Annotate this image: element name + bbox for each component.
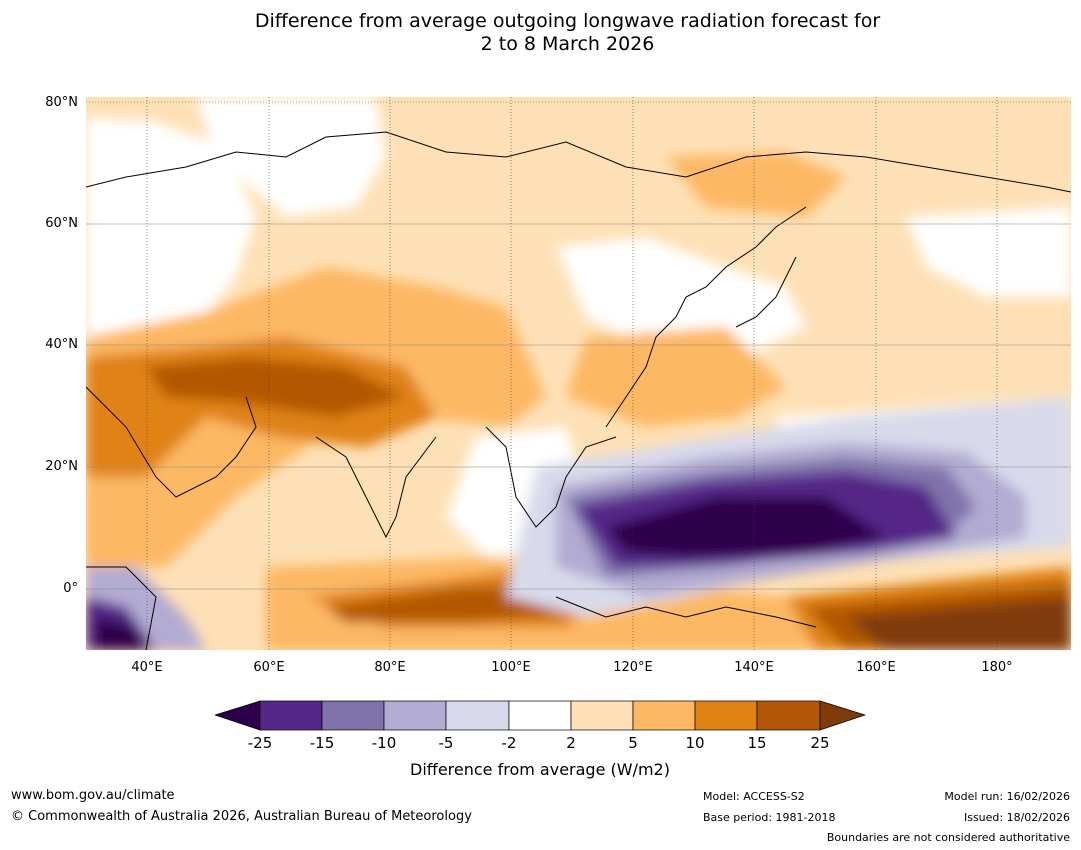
lat-label-40n: 40°N: [45, 337, 78, 352]
verypos-region-pacific: [846, 597, 1071, 650]
map-canvas: [86, 97, 1071, 650]
colorbar-tick-neg10: -10: [371, 734, 397, 752]
colorbar-extend-low: [213, 700, 261, 731]
colorbar-bin-10-15: [694, 700, 758, 731]
colorbar-bin-neg25-neg15: [259, 700, 323, 731]
olr-anomaly-map: [86, 97, 1071, 650]
colorbar-tick-25: 25: [810, 734, 830, 752]
coastline-east-asia: [605, 206, 807, 428]
colorbar-tick-neg2: -2: [501, 734, 517, 752]
colorbar-bin-2-5: [570, 700, 634, 731]
neutral-region-west: [86, 117, 256, 347]
title-line-2: 2 to 8 March 2026: [480, 33, 655, 55]
coastline-japan: [735, 256, 797, 328]
lon-label-120e: 120°E: [613, 660, 653, 675]
coastline-india: [315, 436, 437, 539]
lon-label-100e: 100°E: [491, 660, 531, 675]
colorbar-bin-neg10-neg5: [383, 700, 447, 731]
coastline-se-asia: [485, 426, 617, 528]
lat-label-0: 0°: [63, 581, 78, 596]
colorbar-bin-5-10: [632, 700, 696, 731]
colorbar-tick-10: 10: [685, 734, 705, 752]
colorbar-extend-high: [819, 700, 867, 731]
colorbar-tick-neg15: -15: [309, 734, 335, 752]
lon-label-40e: 40°E: [131, 660, 163, 675]
lon-label-160e: 160°E: [856, 660, 896, 675]
footer-url[interactable]: www.bom.gov.au/climate: [11, 788, 175, 803]
colorbar-bin-neg15-neg10: [321, 700, 385, 731]
brown-region-iran: [146, 357, 406, 417]
colorbar-tick-5: 5: [628, 734, 638, 752]
footer-issued: Issued: 18/02/2026: [963, 811, 1070, 824]
verydark-region-africa: [96, 617, 146, 650]
colorbar: [213, 700, 867, 736]
lon-label-140e: 140°E: [734, 660, 774, 675]
footer-copyright: © Commonwealth of Australia 2026, Austra…: [11, 809, 472, 824]
colorbar-bin-neg2-2: [508, 700, 572, 731]
lat-label-80n: 80°N: [45, 95, 78, 110]
neutral-region-siberia: [196, 97, 386, 217]
colorbar-tick-neg5: -5: [438, 734, 454, 752]
lat-label-20n: 20°N: [45, 459, 78, 474]
orange-region-east-china: [566, 327, 786, 427]
lon-label-60e: 60°E: [253, 660, 285, 675]
coastline-eurasia-north: [86, 131, 1071, 193]
footer-model-run: Model run: 16/02/2026: [944, 790, 1070, 803]
footer-model: Model: ACCESS-S2: [703, 790, 805, 803]
colorbar-bin-15-25: [756, 700, 821, 731]
map-title: Difference from average outgoing longwav…: [0, 10, 1081, 56]
colorbar-tick-neg25: -25: [247, 734, 273, 752]
colorbar-svg: [213, 700, 867, 731]
darkpurple-region-pacific: [606, 497, 886, 557]
lat-label-60n: 60°N: [45, 216, 78, 231]
coastline-maritime: [555, 596, 817, 628]
colorbar-tick-15: 15: [747, 734, 767, 752]
coastlines: [86, 131, 1071, 650]
lon-label-180: 180°: [981, 660, 1013, 675]
colorbar-label: Difference from average (W/m2): [410, 760, 670, 779]
colorbar-tick-2: 2: [566, 734, 576, 752]
neutral-region-china: [556, 237, 806, 357]
coastline-arabia: [86, 386, 257, 498]
coastline-africa: [86, 566, 157, 650]
footer-base-period: Base period: 1981-2018: [703, 811, 836, 824]
colorbar-bin-neg5-neg2: [445, 700, 510, 731]
lon-gridlines: [86, 97, 1071, 650]
footer-disclaimer: Boundaries are not considered authoritat…: [826, 831, 1070, 844]
lon-label-80e: 80°E: [374, 660, 406, 675]
neutral-region-kamchatka: [906, 207, 1071, 297]
title-line-1: Difference from average outgoing longwav…: [254, 10, 881, 32]
lat-gridlines: [86, 223, 1071, 590]
